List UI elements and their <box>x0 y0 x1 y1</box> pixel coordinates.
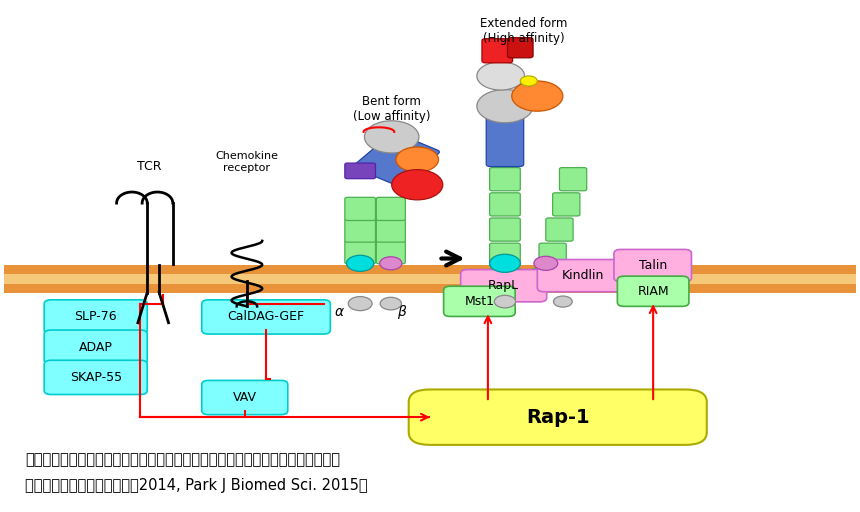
Text: ション変化（岡本、臨床血液2014, Park J Biomed Sci. 2015）: ション変化（岡本、臨床血液2014, Park J Biomed Sci. 20… <box>26 478 368 493</box>
Text: Talin: Talin <box>639 259 666 272</box>
Ellipse shape <box>348 296 372 311</box>
Circle shape <box>380 257 402 270</box>
Circle shape <box>489 254 520 272</box>
FancyBboxPatch shape <box>444 286 515 316</box>
Ellipse shape <box>554 296 572 307</box>
FancyBboxPatch shape <box>44 330 147 365</box>
Text: Kindlin: Kindlin <box>562 269 604 282</box>
FancyBboxPatch shape <box>377 241 405 264</box>
Text: VAV: VAV <box>233 391 257 404</box>
FancyBboxPatch shape <box>482 39 513 63</box>
FancyBboxPatch shape <box>546 218 573 241</box>
FancyBboxPatch shape <box>553 193 580 216</box>
FancyBboxPatch shape <box>345 197 376 221</box>
Text: ADAP: ADAP <box>79 340 113 354</box>
Text: CalDAG-GEF: CalDAG-GEF <box>228 310 304 324</box>
Text: Bent form
(Low affinity): Bent form (Low affinity) <box>353 95 430 122</box>
FancyBboxPatch shape <box>353 133 439 186</box>
Bar <box>4 265 856 292</box>
Text: SLP-76: SLP-76 <box>75 310 117 324</box>
Text: SKAP-55: SKAP-55 <box>70 371 122 384</box>
FancyBboxPatch shape <box>408 390 707 445</box>
Bar <box>4 274 856 284</box>
Text: インテグリンの活性化を制御するシグナル伝達経路とグローバルなコンフォメー: インテグリンの活性化を制御するシグナル伝達経路とグローバルなコンフォメー <box>26 453 341 467</box>
Text: RIAM: RIAM <box>637 285 669 298</box>
Text: Chemokine
receptor: Chemokine receptor <box>215 151 279 173</box>
FancyBboxPatch shape <box>345 241 376 264</box>
Text: TCR: TCR <box>137 160 161 173</box>
Text: Rap-1: Rap-1 <box>526 408 590 426</box>
FancyBboxPatch shape <box>489 167 520 191</box>
FancyBboxPatch shape <box>489 243 520 266</box>
FancyBboxPatch shape <box>560 167 587 191</box>
FancyBboxPatch shape <box>44 360 147 395</box>
Circle shape <box>396 147 439 172</box>
FancyBboxPatch shape <box>489 268 520 291</box>
FancyBboxPatch shape <box>538 260 628 292</box>
FancyBboxPatch shape <box>507 38 533 58</box>
FancyBboxPatch shape <box>489 218 520 241</box>
Text: Mst1: Mst1 <box>464 295 494 308</box>
Text: Extended form
(High affinity): Extended form (High affinity) <box>480 17 568 45</box>
Text: β: β <box>396 305 405 318</box>
Ellipse shape <box>380 297 402 310</box>
Circle shape <box>476 62 525 90</box>
FancyBboxPatch shape <box>345 163 376 179</box>
FancyBboxPatch shape <box>486 114 524 166</box>
FancyBboxPatch shape <box>532 268 560 291</box>
FancyBboxPatch shape <box>345 219 376 242</box>
FancyBboxPatch shape <box>202 300 330 334</box>
FancyBboxPatch shape <box>377 197 405 221</box>
Text: α: α <box>335 305 343 318</box>
Ellipse shape <box>494 295 516 308</box>
Circle shape <box>365 121 419 153</box>
FancyBboxPatch shape <box>461 270 547 302</box>
FancyBboxPatch shape <box>44 300 147 334</box>
Circle shape <box>512 81 562 111</box>
Circle shape <box>347 255 374 271</box>
FancyBboxPatch shape <box>489 193 520 216</box>
Text: RapL: RapL <box>488 279 519 292</box>
Circle shape <box>534 256 558 270</box>
Circle shape <box>391 169 443 200</box>
Circle shape <box>520 76 538 86</box>
FancyBboxPatch shape <box>202 380 288 415</box>
Circle shape <box>476 90 533 123</box>
FancyBboxPatch shape <box>617 276 689 306</box>
FancyBboxPatch shape <box>614 249 691 282</box>
FancyBboxPatch shape <box>377 219 405 242</box>
FancyBboxPatch shape <box>539 243 566 266</box>
